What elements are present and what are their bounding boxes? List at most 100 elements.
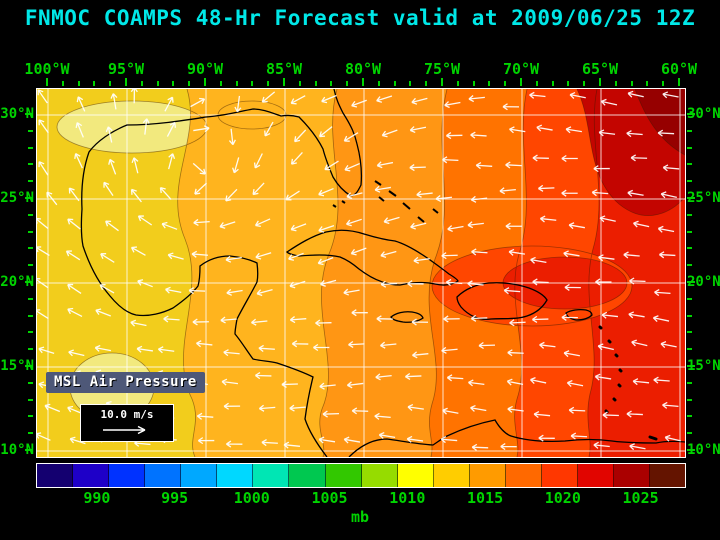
axis-tick [25, 113, 33, 115]
contour-line [514, 89, 528, 457]
coastline-bahamas [332, 180, 439, 223]
map-area [36, 88, 686, 458]
contour-line [319, 89, 339, 457]
wind-arrow [37, 309, 49, 320]
wind-arrow [470, 314, 488, 322]
axis-tick [28, 432, 33, 435]
coastline-south-america [348, 419, 685, 457]
axis-tick [535, 81, 538, 86]
wind-arrow [348, 340, 365, 349]
colorbar-segment [253, 464, 290, 487]
wind-arrow [319, 382, 336, 390]
wind-arrow [105, 126, 113, 143]
wind-arrow [598, 254, 615, 262]
wind-arrow [601, 311, 619, 319]
lat-axis-label-right: 10°N [687, 442, 720, 458]
colorbar-segment [541, 464, 578, 487]
wind-arrow [225, 255, 242, 263]
wind-arrow [313, 343, 330, 352]
wind-arrow [110, 93, 118, 110]
wind-arrow [221, 378, 239, 386]
wind-arrow [65, 250, 81, 261]
colorbar-segment [650, 464, 686, 487]
wind-arrow [561, 189, 578, 197]
lon-axis-label: 70°W [502, 60, 540, 78]
wind-arrow [351, 99, 367, 108]
wind-arrow [441, 252, 458, 260]
wind-arrow [538, 434, 555, 442]
wind-arrow [374, 412, 391, 420]
axis-tick [28, 381, 33, 384]
colorbar-unit-label: mb [350, 508, 370, 526]
axis-tick [488, 81, 491, 86]
wind-arrow [68, 187, 80, 202]
wind-arrow [630, 154, 648, 162]
wind-arrow [374, 185, 392, 193]
wind-arrow [627, 189, 644, 197]
axis-tick [687, 180, 692, 183]
wind-arrow [193, 218, 210, 227]
axis-tick [140, 81, 143, 86]
wind-arrow [167, 252, 184, 260]
pressure-wind-map [37, 89, 685, 457]
wind-arrow [37, 246, 50, 257]
wind-arrow [105, 220, 119, 232]
wind-arrow [194, 182, 207, 195]
axis-tick [441, 78, 443, 86]
wind-arrow [108, 158, 117, 175]
lat-axis-label-left: 30°N [0, 106, 34, 122]
wind-arrow [407, 403, 424, 411]
field-label: MSL Air Pressure [46, 372, 205, 393]
wind-arrow [561, 154, 578, 163]
axis-tick [28, 348, 33, 351]
wind-arrow [538, 184, 555, 192]
coastline-lesser-antilles [598, 325, 658, 441]
wind-arrow [442, 407, 459, 415]
axis-tick [472, 81, 475, 86]
wind-arrow [294, 129, 307, 143]
wind-arrow [412, 351, 429, 359]
wind-arrow [75, 122, 84, 138]
wind-arrow [351, 309, 368, 317]
wind-arrow [383, 216, 400, 225]
wind-arrow [165, 286, 182, 294]
wind-arrow [381, 129, 398, 138]
axis-tick [125, 78, 127, 86]
lon-axis-label: 60°W [660, 60, 698, 78]
colorbar-tick-label: 1000 [233, 489, 270, 507]
axis-tick [687, 230, 692, 233]
wind-arrow [318, 436, 336, 444]
wind-arrow [190, 97, 206, 108]
lat-axis-label-right: 25°N [687, 190, 720, 206]
wind-arrow [629, 443, 646, 451]
wind-arrow [378, 431, 396, 439]
wind-arrow [315, 319, 332, 327]
wind-arrow [532, 315, 549, 323]
colorbar-tick-label: 1025 [622, 489, 659, 507]
axis-tick [298, 81, 301, 86]
colorbar-segment [397, 464, 434, 487]
wind-arrow [317, 257, 334, 266]
colorbar-tick-label: 1015 [467, 489, 504, 507]
axis-tick [687, 432, 692, 435]
wind-arrow [633, 220, 650, 228]
axis-tick [687, 449, 695, 451]
wind-arrow [258, 344, 275, 352]
colorbar-tick-label: 1005 [311, 489, 348, 507]
wind-arrow [166, 121, 177, 137]
wind-arrow [443, 315, 460, 323]
wind-arrow [256, 289, 273, 297]
wind-arrow [142, 118, 150, 135]
wind-arrow [253, 153, 263, 169]
wind-arrow [254, 218, 271, 228]
wind-arrow [509, 126, 526, 134]
wind-arrow [346, 192, 363, 200]
wind-arrow [539, 215, 557, 223]
axis-tick [687, 113, 695, 115]
axis-tick [25, 449, 33, 451]
axis-tick [172, 81, 175, 86]
axis-tick [235, 81, 238, 86]
colorbar-segment [505, 464, 542, 487]
axis-tick [156, 81, 159, 86]
